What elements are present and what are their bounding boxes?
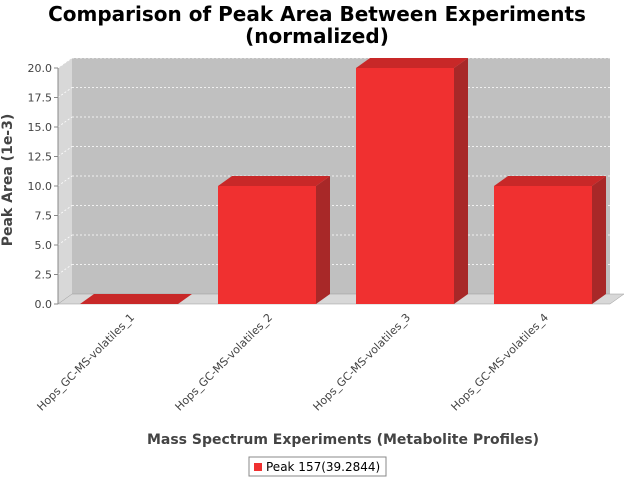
legend-swatch — [254, 463, 262, 471]
bar-side — [454, 58, 468, 304]
bar-side — [316, 176, 330, 304]
bar — [494, 186, 592, 304]
legend: Peak 157(39.2844) — [248, 456, 387, 477]
chart-title-line-1: Comparison of Peak Area Between Experime… — [48, 2, 586, 26]
y-tick-label: 2.5 — [35, 269, 53, 282]
bar-top — [494, 176, 606, 186]
y-gridline-wall — [57, 234, 73, 246]
y-tick-label: 0.0 — [35, 298, 53, 311]
y-gridline-wall — [57, 116, 73, 128]
y-tick-label: 15.0 — [28, 121, 53, 134]
chart-title-line-2: (normalized) — [245, 24, 389, 48]
y-gridline-wall — [57, 205, 73, 216]
bar-side — [592, 176, 606, 304]
bar-top — [218, 176, 330, 186]
y-gridline-wall — [57, 87, 73, 98]
legend-entry: Peak 157(39.2844) — [266, 460, 380, 474]
x-tick-label: Hops_GC-MS-volatiles_1 — [35, 311, 138, 414]
legend-box — [248, 456, 387, 477]
y-tick-label: 7.5 — [35, 210, 53, 223]
bar — [218, 186, 316, 304]
x-tick-label: Hops_GC-MS-volatiles_3 — [311, 311, 414, 414]
x-tick-label: Hops_GC-MS-volatiles_4 — [449, 311, 552, 414]
x-tick-label: Hops_GC-MS-volatiles_2 — [173, 311, 276, 414]
bar-top — [80, 294, 192, 304]
y-tick-label: 5.0 — [35, 239, 53, 252]
y-tick-label: 20.0 — [28, 62, 53, 75]
y-axis-label: Peak Area (1e-3) — [0, 114, 16, 247]
x-axis-label: Mass Spectrum Experiments (Metabolite Pr… — [147, 432, 539, 448]
y-gridline-wall — [57, 175, 73, 187]
y-gridline-wall — [57, 264, 73, 275]
plot-area: 0.0 2.5 5.0 7.5 10.0 12.5 15.0 17.5 20.0 Hops_GC-… — [28, 57, 625, 414]
y-tick-label: 12.5 — [28, 151, 53, 164]
y-gridline-wall — [57, 146, 73, 157]
bar-top — [356, 58, 468, 68]
y-tick-label: 10.0 — [28, 180, 53, 193]
y-gridline-wall — [57, 57, 73, 69]
bar — [356, 68, 454, 304]
y-tick-label: 17.5 — [28, 92, 53, 105]
